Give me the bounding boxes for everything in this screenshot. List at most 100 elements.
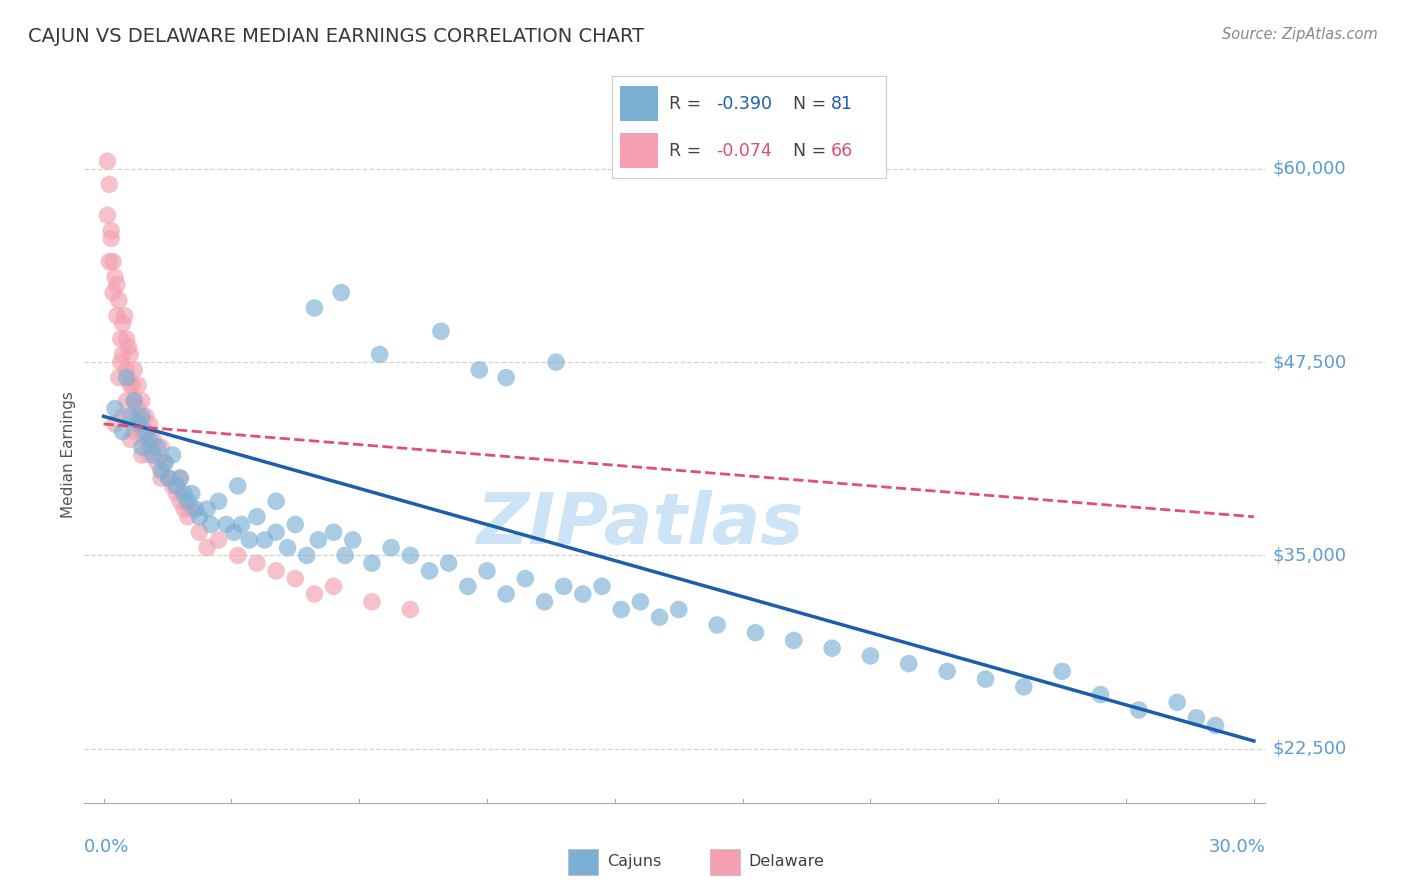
Text: 30.0%: 30.0% xyxy=(1209,838,1265,856)
Point xyxy=(307,533,329,547)
Point xyxy=(146,440,169,454)
Point xyxy=(264,494,287,508)
Text: 66: 66 xyxy=(831,142,853,160)
Point xyxy=(150,471,173,485)
Text: N =: N = xyxy=(793,95,831,112)
Point xyxy=(127,417,149,431)
Point xyxy=(122,393,145,408)
Point xyxy=(142,433,165,447)
Text: N =: N = xyxy=(793,142,831,160)
Point xyxy=(897,657,920,671)
Point xyxy=(468,363,491,377)
Point xyxy=(264,525,287,540)
Point xyxy=(157,471,180,485)
Point xyxy=(974,672,997,686)
FancyBboxPatch shape xyxy=(710,849,740,874)
Point xyxy=(153,456,176,470)
Point xyxy=(100,224,122,238)
Text: -0.390: -0.390 xyxy=(716,95,772,112)
Point xyxy=(105,277,128,292)
Text: -0.074: -0.074 xyxy=(716,142,772,160)
Point xyxy=(115,370,138,384)
Point xyxy=(110,332,132,346)
Text: CAJUN VS DELAWARE MEDIAN EARNINGS CORRELATION CHART: CAJUN VS DELAWARE MEDIAN EARNINGS CORREL… xyxy=(28,27,644,45)
Point xyxy=(495,370,517,384)
Point xyxy=(104,417,127,431)
Point xyxy=(457,579,479,593)
Point xyxy=(361,595,384,609)
Text: R =: R = xyxy=(669,95,707,112)
Point xyxy=(200,517,222,532)
Point xyxy=(284,572,307,586)
Text: R =: R = xyxy=(669,142,707,160)
Point xyxy=(100,231,122,245)
Point xyxy=(399,602,422,616)
Point xyxy=(610,602,633,616)
Point xyxy=(104,401,127,416)
Point xyxy=(108,370,131,384)
Point xyxy=(165,479,187,493)
Point xyxy=(188,525,211,540)
Point xyxy=(101,254,124,268)
Text: Delaware: Delaware xyxy=(748,855,824,869)
Point xyxy=(121,378,143,392)
Point xyxy=(146,456,169,470)
Point xyxy=(165,486,187,500)
Point xyxy=(322,579,344,593)
Point xyxy=(138,448,160,462)
Point xyxy=(180,486,202,500)
Text: Cajuns: Cajuns xyxy=(607,855,661,869)
Point xyxy=(114,309,136,323)
Point xyxy=(138,433,160,447)
Point xyxy=(1050,665,1073,679)
Point xyxy=(138,417,160,431)
FancyBboxPatch shape xyxy=(620,133,658,168)
Point xyxy=(418,564,440,578)
Point xyxy=(115,363,138,377)
Point xyxy=(131,448,153,462)
Point xyxy=(169,494,191,508)
Point xyxy=(169,471,191,485)
Point xyxy=(177,494,200,508)
Point xyxy=(1090,688,1112,702)
Point xyxy=(533,595,555,609)
Point xyxy=(821,641,844,656)
Point xyxy=(304,301,326,315)
Text: $47,500: $47,500 xyxy=(1272,353,1347,371)
Point xyxy=(195,502,218,516)
Point xyxy=(120,347,142,361)
Point xyxy=(111,425,134,439)
Point xyxy=(1166,695,1188,709)
Point xyxy=(173,486,195,500)
Point xyxy=(177,509,200,524)
Point xyxy=(162,448,184,462)
Point xyxy=(648,610,671,624)
Point xyxy=(277,541,299,555)
Point xyxy=(437,556,460,570)
Point xyxy=(1128,703,1150,717)
Point xyxy=(238,533,260,547)
Point xyxy=(859,648,882,663)
Point xyxy=(162,479,184,493)
Point xyxy=(495,587,517,601)
Point xyxy=(380,541,402,555)
Text: $60,000: $60,000 xyxy=(1272,160,1346,178)
Point xyxy=(668,602,690,616)
Point xyxy=(117,340,139,354)
Text: ZIPatlas: ZIPatlas xyxy=(477,490,804,559)
Point xyxy=(127,401,149,416)
Point xyxy=(111,317,134,331)
Point xyxy=(226,549,249,563)
Point xyxy=(131,409,153,424)
Point xyxy=(115,393,138,408)
Point xyxy=(127,409,149,424)
FancyBboxPatch shape xyxy=(620,87,658,121)
Text: 81: 81 xyxy=(831,95,853,112)
Point xyxy=(207,533,229,547)
Point xyxy=(108,293,131,308)
Point xyxy=(246,509,269,524)
Point xyxy=(368,347,391,361)
Point xyxy=(131,393,153,408)
Point xyxy=(122,393,145,408)
Point xyxy=(936,665,959,679)
